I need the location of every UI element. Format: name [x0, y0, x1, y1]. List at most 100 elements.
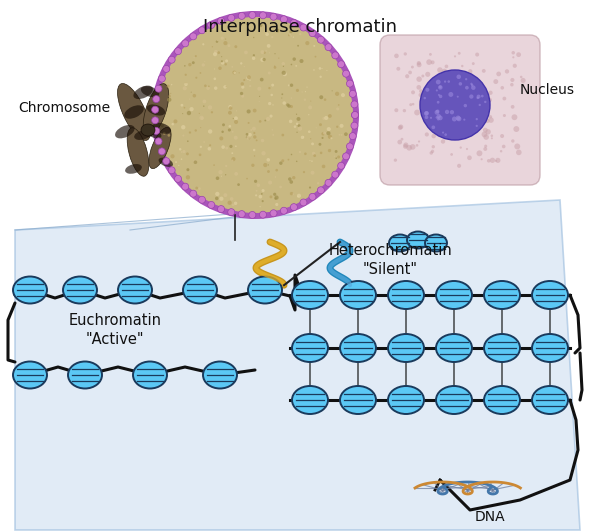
Circle shape: [229, 105, 232, 109]
Text: Heterochromatin
"Silent": Heterochromatin "Silent": [328, 243, 452, 277]
Circle shape: [185, 73, 187, 76]
Circle shape: [469, 129, 473, 134]
Circle shape: [235, 145, 237, 147]
Circle shape: [317, 182, 319, 185]
Circle shape: [322, 164, 325, 168]
Circle shape: [257, 87, 261, 91]
Circle shape: [397, 67, 400, 71]
Circle shape: [471, 84, 473, 87]
Circle shape: [493, 79, 498, 84]
Circle shape: [424, 97, 426, 99]
Circle shape: [471, 86, 476, 90]
Circle shape: [275, 176, 276, 178]
Circle shape: [243, 79, 245, 81]
Circle shape: [253, 54, 255, 56]
Circle shape: [296, 89, 299, 92]
Circle shape: [199, 153, 202, 156]
Circle shape: [300, 199, 307, 206]
Circle shape: [189, 98, 190, 100]
Circle shape: [157, 17, 353, 213]
Circle shape: [281, 97, 283, 98]
Circle shape: [194, 160, 197, 164]
Circle shape: [286, 103, 289, 106]
Circle shape: [442, 69, 447, 74]
Circle shape: [328, 114, 332, 118]
Circle shape: [253, 109, 257, 112]
Circle shape: [511, 139, 515, 143]
Text: Nucleus: Nucleus: [520, 83, 575, 97]
Circle shape: [206, 86, 210, 90]
Circle shape: [263, 52, 266, 54]
Ellipse shape: [143, 84, 169, 136]
Circle shape: [281, 134, 284, 136]
Circle shape: [262, 58, 266, 61]
Circle shape: [152, 117, 158, 124]
Ellipse shape: [127, 128, 149, 176]
Circle shape: [193, 94, 196, 97]
Circle shape: [500, 150, 502, 153]
Circle shape: [304, 153, 307, 155]
Circle shape: [233, 71, 236, 74]
Circle shape: [203, 141, 205, 143]
Circle shape: [249, 211, 256, 219]
Circle shape: [249, 12, 256, 19]
Circle shape: [322, 137, 323, 139]
Circle shape: [301, 92, 303, 93]
Circle shape: [252, 56, 256, 60]
Circle shape: [305, 41, 310, 45]
Circle shape: [438, 115, 443, 120]
Circle shape: [163, 65, 170, 72]
Circle shape: [290, 97, 292, 99]
Circle shape: [195, 55, 197, 57]
Circle shape: [437, 114, 441, 118]
Circle shape: [181, 151, 182, 153]
Ellipse shape: [133, 86, 153, 99]
Circle shape: [272, 129, 273, 130]
Circle shape: [454, 129, 457, 133]
Circle shape: [232, 157, 236, 161]
Circle shape: [247, 136, 250, 139]
Circle shape: [296, 122, 298, 125]
Text: Interphase chromatin: Interphase chromatin: [203, 18, 397, 36]
Circle shape: [304, 98, 306, 101]
Circle shape: [182, 86, 187, 90]
Circle shape: [403, 143, 409, 147]
Circle shape: [289, 180, 293, 184]
Circle shape: [319, 123, 322, 126]
Circle shape: [229, 106, 232, 110]
Circle shape: [169, 95, 171, 97]
Circle shape: [296, 114, 297, 115]
Circle shape: [316, 127, 317, 128]
Circle shape: [232, 71, 236, 74]
Circle shape: [202, 63, 205, 66]
Circle shape: [442, 131, 444, 134]
Circle shape: [322, 132, 325, 136]
Circle shape: [500, 134, 504, 138]
Circle shape: [299, 33, 301, 35]
Circle shape: [228, 14, 235, 21]
Circle shape: [403, 144, 408, 149]
Circle shape: [292, 57, 296, 61]
Circle shape: [187, 111, 191, 115]
Ellipse shape: [436, 281, 472, 309]
Circle shape: [259, 101, 260, 102]
Circle shape: [411, 90, 415, 94]
Circle shape: [298, 124, 301, 127]
Circle shape: [398, 126, 403, 130]
Circle shape: [325, 44, 332, 51]
Circle shape: [274, 53, 275, 54]
Circle shape: [313, 69, 315, 71]
Ellipse shape: [389, 235, 411, 252]
Circle shape: [268, 87, 271, 89]
Circle shape: [448, 79, 451, 81]
Circle shape: [267, 44, 271, 48]
Circle shape: [192, 61, 195, 64]
Circle shape: [394, 108, 398, 112]
Circle shape: [274, 195, 278, 200]
Circle shape: [338, 104, 340, 106]
Circle shape: [191, 92, 192, 93]
Circle shape: [436, 89, 438, 92]
Circle shape: [228, 111, 232, 115]
Circle shape: [227, 201, 232, 205]
Circle shape: [250, 79, 251, 81]
